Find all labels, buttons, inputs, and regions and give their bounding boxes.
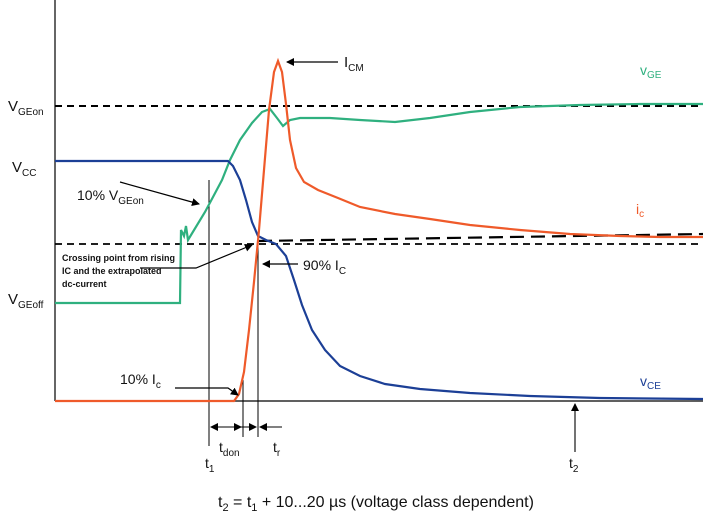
ten-ic-arrow [175, 387, 239, 396]
formula-caption: t2 = t1 + 10...20 µs (voltage class depe… [218, 494, 534, 514]
ic-label: ic [636, 201, 644, 220]
vce-label: vCE [640, 373, 661, 392]
ten-vgeon-arrow [119, 181, 200, 206]
crossing-point-label: Crossing point from rising IC and the ex… [62, 253, 178, 289]
crossing-point-arrow [140, 243, 253, 269]
vgeon-label: VGEon [8, 98, 44, 118]
vcc-label: VCC [12, 159, 36, 179]
vgeoff-label: VGEoff [8, 291, 44, 311]
ninety-ic-label: 90% IC [303, 257, 346, 277]
vge-label: vGE [640, 62, 662, 81]
ten-ic-label: 10% Ic [120, 371, 161, 391]
tr-label: tr [273, 439, 281, 459]
vce-curve [55, 159, 704, 401]
tdon-label: tdon [219, 439, 240, 459]
t1-label: t1 [205, 455, 215, 475]
ic-curve [55, 57, 703, 403]
icm-label: ICM [344, 54, 364, 74]
ten-vgeon-label: 10% VGEon [77, 187, 144, 207]
t2-label: t2 [569, 455, 579, 475]
